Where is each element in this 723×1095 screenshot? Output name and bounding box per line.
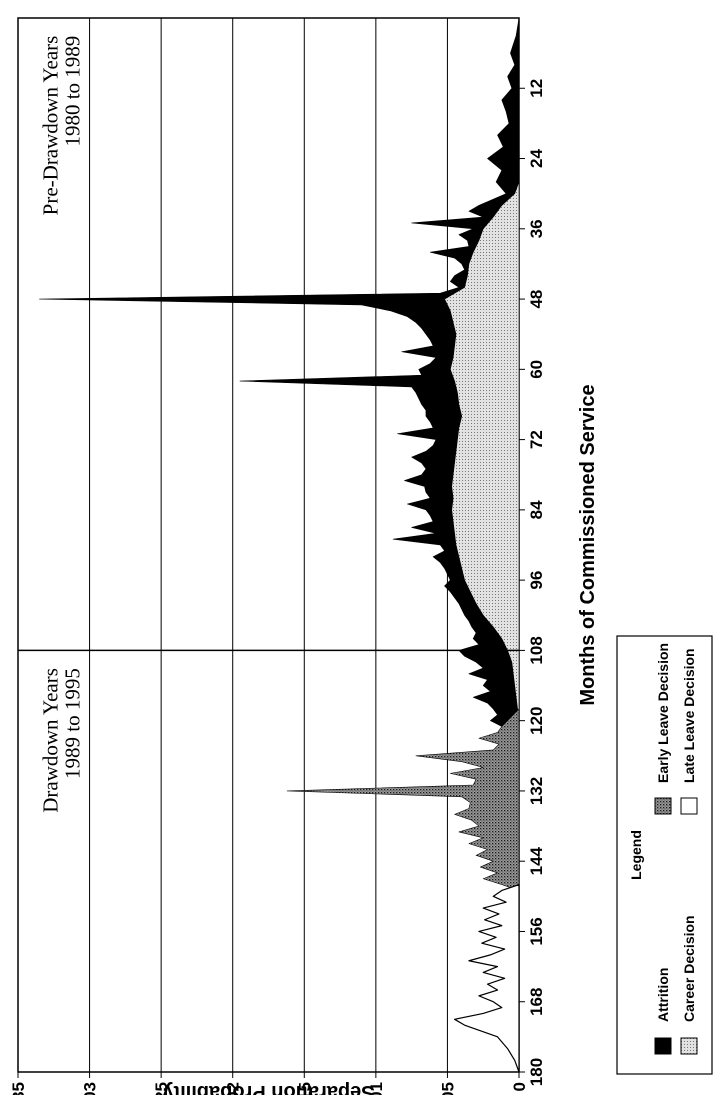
x-tick-label: 60 — [527, 360, 546, 379]
y-tick-label: 0.035 — [9, 1082, 28, 1095]
x-tick-label: 72 — [527, 430, 546, 449]
x-tick-label: 168 — [527, 988, 546, 1016]
x-tick-label: 96 — [527, 571, 546, 590]
legend-label: Attrition — [655, 968, 671, 1022]
y-tick-label: 0 — [510, 1082, 529, 1091]
series-late-leave-decision — [453, 884, 520, 1073]
legend-swatch — [654, 1037, 672, 1055]
x-tick-label: 108 — [527, 636, 546, 664]
legend-swatch — [654, 797, 672, 815]
x-tick-label: 156 — [527, 917, 546, 945]
x-tick-label: 132 — [527, 777, 546, 805]
x-tick-label: 12 — [527, 79, 546, 98]
y-tick-label: 0.01 — [367, 1082, 386, 1095]
annotation-line: 1989 to 1995 — [60, 668, 84, 779]
y-tick-label: 0.02 — [224, 1082, 243, 1095]
axis-titles: Months of Commissioned Service Separation… — [161, 384, 599, 1095]
legend-title: Legend — [628, 830, 644, 880]
legend: Legend Attrition Career Decision Early Leav… — [616, 635, 713, 1075]
x-axis-title: Months of Commissioned Service — [577, 384, 599, 705]
series-areas — [39, 17, 520, 1073]
x-axis-ticks: 12 24 36 48 60 72 84 96 108 120 132 144 156 168 180 — [519, 79, 546, 1086]
legend-label: Career Decision — [681, 915, 697, 1022]
annotation-line: Drawdown Years — [38, 668, 62, 813]
grid-lines — [89, 18, 448, 1072]
series-attrition — [39, 17, 520, 885]
plot-area — [17, 17, 520, 1073]
y-axis-ticks: 0 0.005 0.01 0.015 0.02 0.025 0.03 0.035 — [9, 1072, 529, 1095]
y-tick-label: 0.005 — [438, 1082, 457, 1095]
legend-swatch — [680, 797, 698, 815]
x-tick-label: 36 — [527, 219, 546, 238]
x-tick-label: 144 — [527, 846, 546, 875]
x-tick-label: 180 — [527, 1058, 546, 1086]
x-tick-label: 120 — [527, 706, 546, 734]
x-tick-label: 84 — [527, 500, 546, 519]
legend-label: Late Leave Decision — [681, 648, 697, 783]
y-axis-title: Separation Probability — [161, 1081, 374, 1095]
y-tick-label: 0.025 — [152, 1082, 171, 1095]
annotation-line: 1980 to 1989 — [60, 36, 84, 147]
annotation-line: Pre-Drawdown Years — [38, 36, 62, 216]
legend-swatch — [680, 1037, 698, 1055]
y-tick-label: 0.03 — [81, 1082, 100, 1095]
series-career-decision — [444, 181, 520, 721]
legend-box — [616, 635, 713, 1075]
y-tick-label: 0.015 — [295, 1082, 314, 1095]
x-tick-label: 48 — [527, 290, 546, 309]
legend-label: Early Leave Decision — [655, 643, 671, 783]
x-tick-label: 24 — [527, 149, 546, 168]
series-early-leave-decision — [286, 708, 520, 891]
